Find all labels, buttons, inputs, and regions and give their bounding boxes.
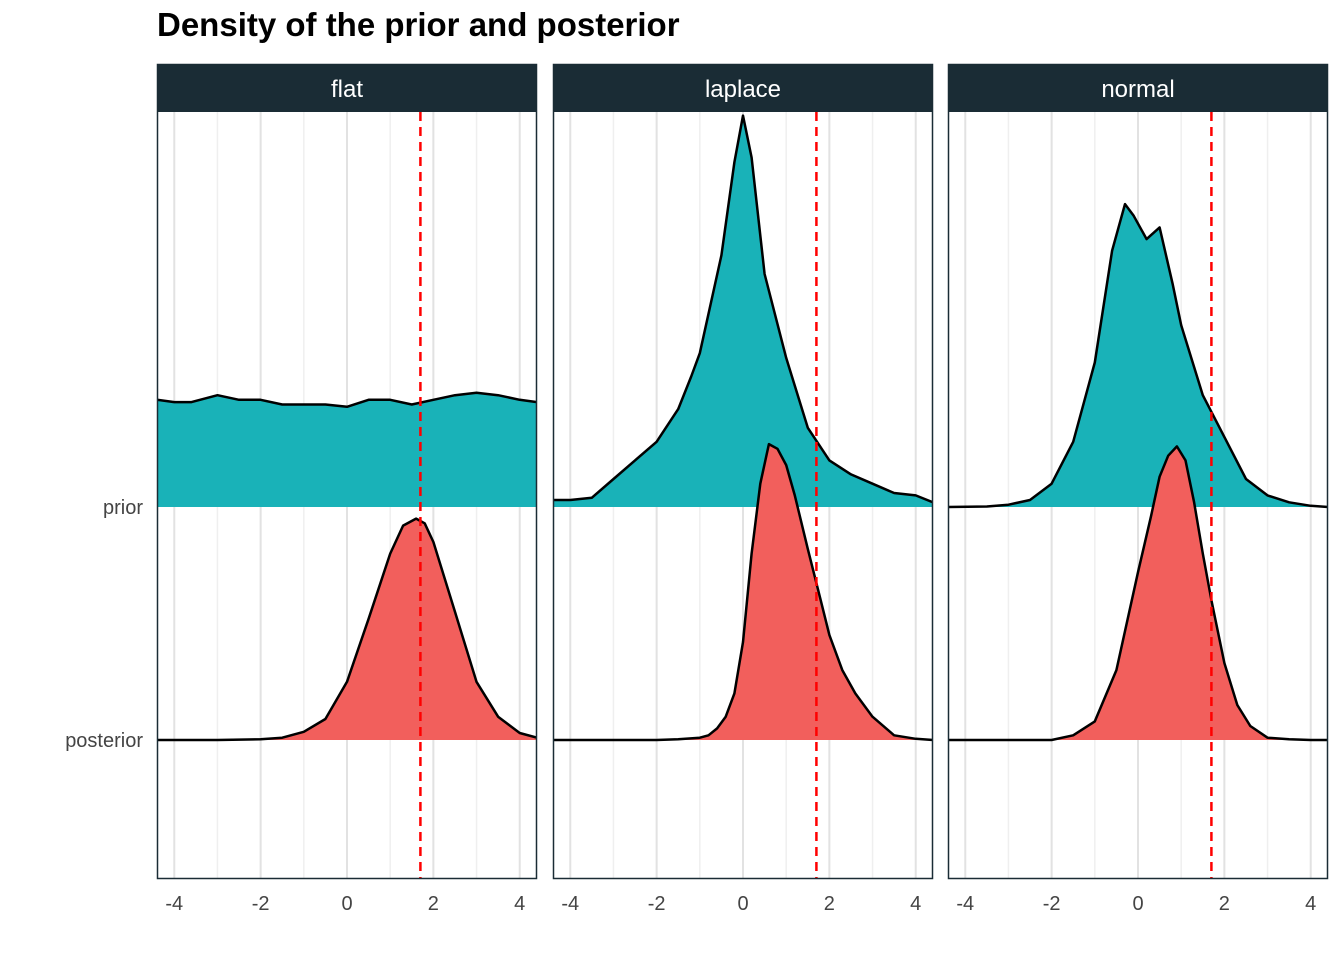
x-tick-label: 4: [514, 893, 525, 915]
strip-flat: [157, 64, 537, 112]
x-tick-label: -4: [956, 893, 974, 915]
density-outline-prior: [553, 114, 933, 504]
panel-plot-area-laplace: [553, 112, 933, 879]
density-fill-prior: [157, 392, 537, 507]
y-tick-label-prior: prior: [103, 497, 143, 519]
x-tick-label: -4: [165, 893, 183, 915]
x-tick-label: -2: [648, 893, 666, 915]
x-tick-label: 4: [910, 893, 921, 915]
chart-title: Density of the prior and posterior: [157, 6, 680, 43]
density-fill-prior: [553, 115, 933, 507]
strip-label-laplace: laplace: [705, 76, 781, 103]
density-fill-posterior: [553, 444, 933, 740]
panel-border-flat: [156, 63, 538, 880]
strip-label-normal: normal: [1101, 76, 1174, 103]
panel-border-laplace: [552, 63, 934, 880]
x-tick-label: 0: [1132, 893, 1143, 915]
x-tick-label: 0: [737, 893, 748, 915]
density-outline-posterior: [157, 517, 537, 742]
x-tick-label: 2: [1219, 893, 1230, 915]
panel-normal: normal -4 -2 0 2 4: [947, 63, 1329, 915]
density-fill-posterior: [948, 446, 1328, 740]
x-tick-label: -4: [561, 893, 579, 915]
panel-flat: flat -4 -2 0 2 4: [156, 63, 538, 915]
x-tick-label: -2: [1043, 893, 1061, 915]
x-tick-label: 2: [428, 893, 439, 915]
strip-normal: [948, 64, 1328, 112]
density-outline-prior: [948, 202, 1328, 509]
x-tick-label: 0: [341, 893, 352, 915]
panel-plot-area-flat: [157, 112, 537, 879]
panel-border-normal: [947, 63, 1329, 880]
density-fill-prior: [948, 204, 1328, 507]
x-tick-label: -2: [252, 893, 270, 915]
y-tick-label-posterior: posterior: [65, 730, 143, 752]
strip-label-flat: flat: [331, 76, 363, 103]
panel-laplace: laplace -4 -2 0 2 4: [552, 63, 934, 915]
density-outline-prior: [157, 391, 537, 409]
density-outline-posterior: [553, 442, 933, 742]
strip-laplace: [553, 64, 933, 112]
panel-plot-area-normal: [948, 112, 1328, 879]
x-tick-label: 2: [824, 893, 835, 915]
density-outline-posterior: [948, 445, 1328, 742]
x-tick-label: 4: [1305, 893, 1316, 915]
